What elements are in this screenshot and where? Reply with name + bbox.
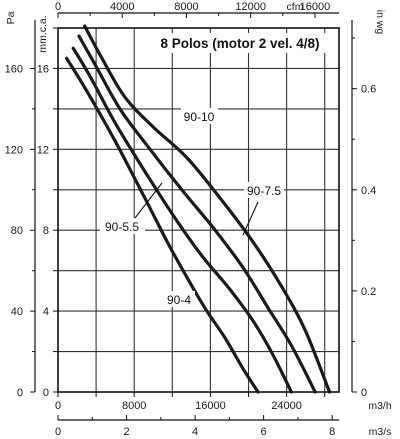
m3h-tick-label: 8000 [122,400,146,412]
mmca-tick-label: 16 [37,63,49,75]
label-bg [244,182,284,198]
curve-90-4 [65,56,260,394]
pa-tick-label: 40 [11,306,23,318]
top-tick-label: 8000 [174,1,198,13]
top-tick-label: 4000 [110,1,134,13]
m3s-tick-label: 4 [192,426,198,438]
pa-tick-label: 80 [11,225,23,237]
m3s-tick-label: 8 [329,426,335,438]
label-90-5.5: 90-5.5 [105,220,139,234]
mmca-tick-label: 12 [37,144,49,156]
chart-title: 8 Polos (motor 2 vel. 4/8) [160,36,319,51]
m3s-axis-unit: m3/s [369,426,392,438]
top-tick-label: 0 [55,1,61,13]
mmca-tick-label: 0 [43,387,49,399]
leader-90-7.5 [242,201,259,236]
label-90-7.5: 90-7.5 [247,184,281,198]
pa-tick-label: 160 [5,63,23,75]
label-90-10: 90-10 [184,110,215,124]
curves [65,24,332,394]
pa-axis-unit: Pa [5,11,17,24]
axes [30,12,357,421]
mmca-tick-label: 4 [43,306,49,318]
curve-90-7.5 [77,34,317,394]
curve-90-5.5 [71,46,293,394]
inwg-axis-unit: in wg [374,10,386,35]
inwg-tick-label: 0.6 [361,84,376,96]
top-axis-unit: cfm [287,1,304,13]
inwg-tick-label: 0 [361,387,367,399]
m3s-tick-label: 6 [261,426,267,438]
mmca-axis-unit: mm.c.a. [37,15,49,52]
pa-tick-label: 120 [5,144,23,156]
title-bg [146,33,334,53]
inwg-tick-label: 0.4 [361,185,376,197]
m3s-tick-label: 2 [123,426,129,438]
plot-frame [57,27,340,393]
m3h-tick-label: 0 [55,400,61,412]
pa-tick-label: 0 [17,387,23,399]
mmca-tick-label: 8 [43,225,49,237]
leader-90-5.5 [134,182,163,219]
label-bg [181,108,218,124]
m3h-axis-unit: m3/h [368,400,392,412]
top-tick-label: 12000 [235,1,266,13]
m3s-tick-label: 0 [55,426,61,438]
label-bg [163,291,195,307]
top-tick-label: 16000 [300,1,331,13]
label-bg [100,218,145,234]
inwg-tick-label: 0.2 [361,286,376,298]
m3h-tick-label: 24000 [271,400,302,412]
grid [58,28,339,392]
m3h-tick-label: 16000 [195,400,226,412]
curve-90-10 [83,24,332,394]
label-90-4: 90-4 [167,293,191,307]
